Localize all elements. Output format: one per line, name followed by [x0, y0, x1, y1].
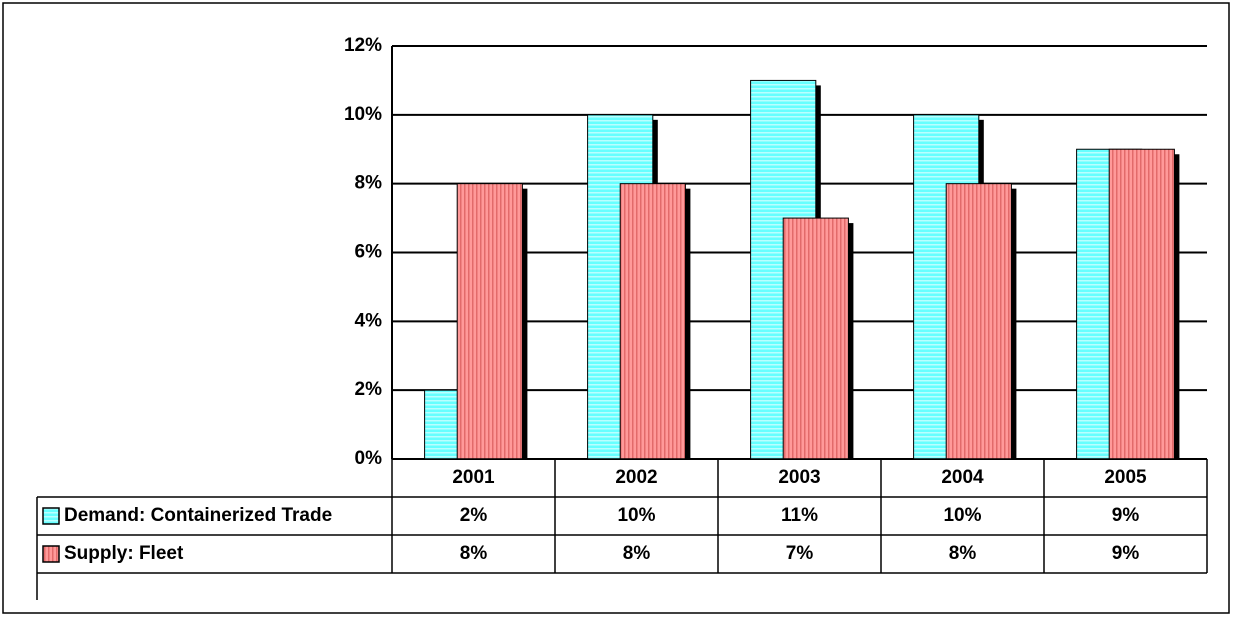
- bar: [1108, 148, 1175, 460]
- table-value: 9%: [1112, 543, 1140, 564]
- legend-label: Supply: Fleet: [64, 543, 184, 564]
- y-tick-label: 8%: [355, 173, 383, 194]
- y-tick-label: 6%: [355, 242, 383, 263]
- bar: [945, 183, 1012, 460]
- table-value: 2%: [460, 505, 488, 526]
- y-tick-label: 4%: [355, 310, 383, 331]
- y-tick-label: 10%: [344, 104, 382, 125]
- legend-swatch: [42, 545, 60, 563]
- y-tick-label: 2%: [355, 379, 383, 400]
- x-tick-label: 2003: [778, 467, 820, 488]
- x-tick-label: 2002: [615, 467, 657, 488]
- legend-swatch: [42, 507, 60, 525]
- x-tick-label: 2004: [941, 467, 984, 488]
- x-tick-label: 2005: [1104, 467, 1147, 488]
- table-value: 8%: [460, 543, 488, 564]
- table-value: 7%: [786, 543, 814, 564]
- x-tick-label: 2001: [452, 467, 495, 488]
- legend-label: Demand: Containerized Trade: [64, 505, 332, 526]
- table-value: 11%: [781, 505, 818, 526]
- y-tick-label: 12%: [344, 35, 382, 56]
- bar: [619, 183, 686, 460]
- table-value: 8%: [623, 543, 651, 564]
- table-value: 10%: [943, 505, 981, 526]
- table-value: 8%: [949, 543, 977, 564]
- table-value: 10%: [617, 505, 655, 526]
- bar: [456, 183, 523, 460]
- table-value: 9%: [1112, 505, 1140, 526]
- bar: [782, 217, 849, 460]
- y-tick-label: 0%: [355, 448, 383, 469]
